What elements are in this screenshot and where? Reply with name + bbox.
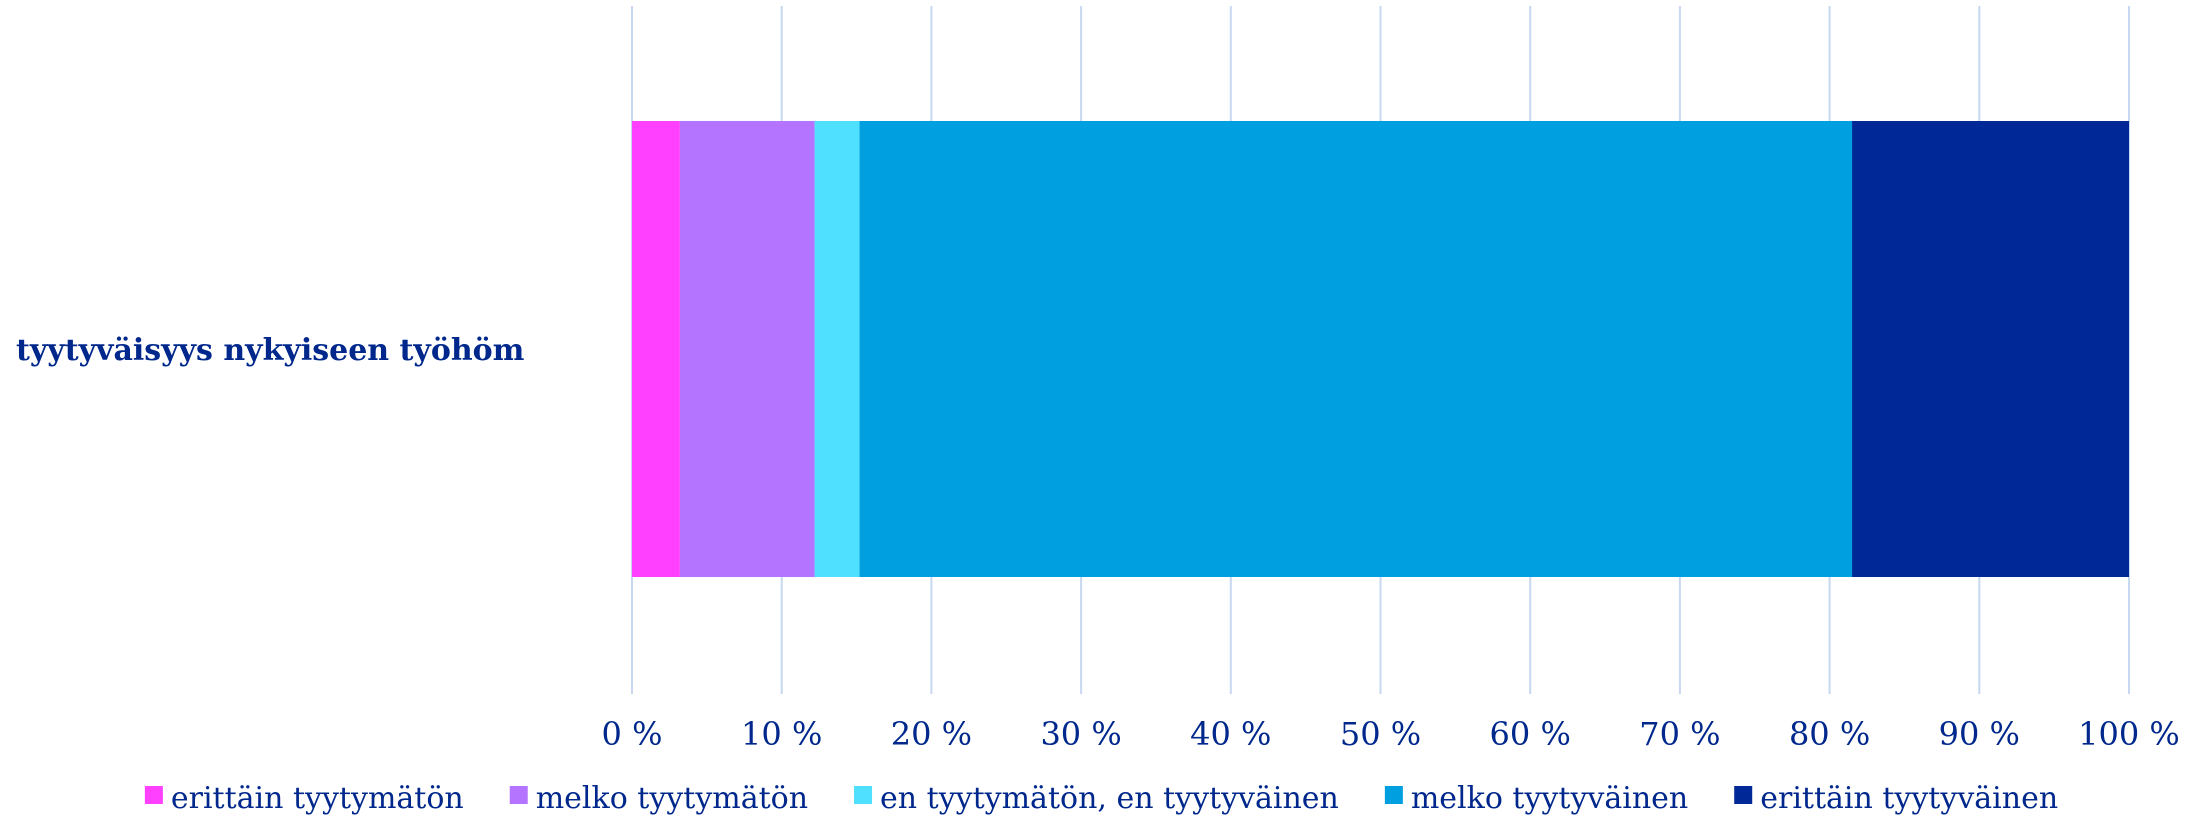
legend-swatch [509,786,528,804]
legend-swatch [1384,786,1403,804]
x-tick-label: 60 % [1490,715,1571,753]
legend-swatch [1734,786,1753,804]
bar-segment [679,121,815,577]
x-tick-label: 40 % [1190,715,1271,753]
x-tick-label: 20 % [891,715,972,753]
legend-label: melko tyytymätön [536,781,808,816]
x-tick-label: 10 % [741,715,822,753]
bar-segment [814,121,860,577]
bar-segment [1852,121,2129,577]
legend-item: melko tyytyväinen [1384,781,1688,816]
legend-label: erittäin tyytymätön [171,781,464,816]
category-label: tyytyväisyys nykyiseen työhöm [16,333,525,368]
x-tick-label: 90 % [1939,715,2020,753]
x-tick-label: 70 % [1639,715,1720,753]
legend-swatch [144,786,163,804]
legend-label: en tyytymätön, en tyytyväinen [880,781,1339,816]
legend-label: melko tyytyväinen [1411,781,1688,816]
legend-item: melko tyytymätön [509,781,808,816]
x-tick-label: 0 % [602,715,663,753]
bar-segment [859,121,1853,577]
bar-segment [632,121,680,577]
x-tick-label: 50 % [1340,715,1421,753]
category-labels: tyytyväisyys nykyiseen työhöm [16,333,525,368]
legend-item: erittäin tyytymätön [144,781,464,816]
legend-item: erittäin tyytyväinen [1734,781,2058,816]
x-axis-ticks: 0 % 10 % 20 % 30 % 40 % 50 % 60 % 70 % 80 % 90 % 1… [602,715,2180,753]
legend-item: en tyytymätön, en tyytyväinen [854,781,1339,816]
bar-segments [632,121,2129,577]
x-tick-label: 80 % [1789,715,1870,753]
legend: erittäin tyytymätön melko tyytymätön en ty… [144,781,2058,816]
legend-label: erittäin tyytyväinen [1760,781,2058,816]
x-tick-label: 100 % [2078,715,2180,753]
legend-swatch [854,786,873,804]
x-tick-label: 30 % [1040,715,1121,753]
